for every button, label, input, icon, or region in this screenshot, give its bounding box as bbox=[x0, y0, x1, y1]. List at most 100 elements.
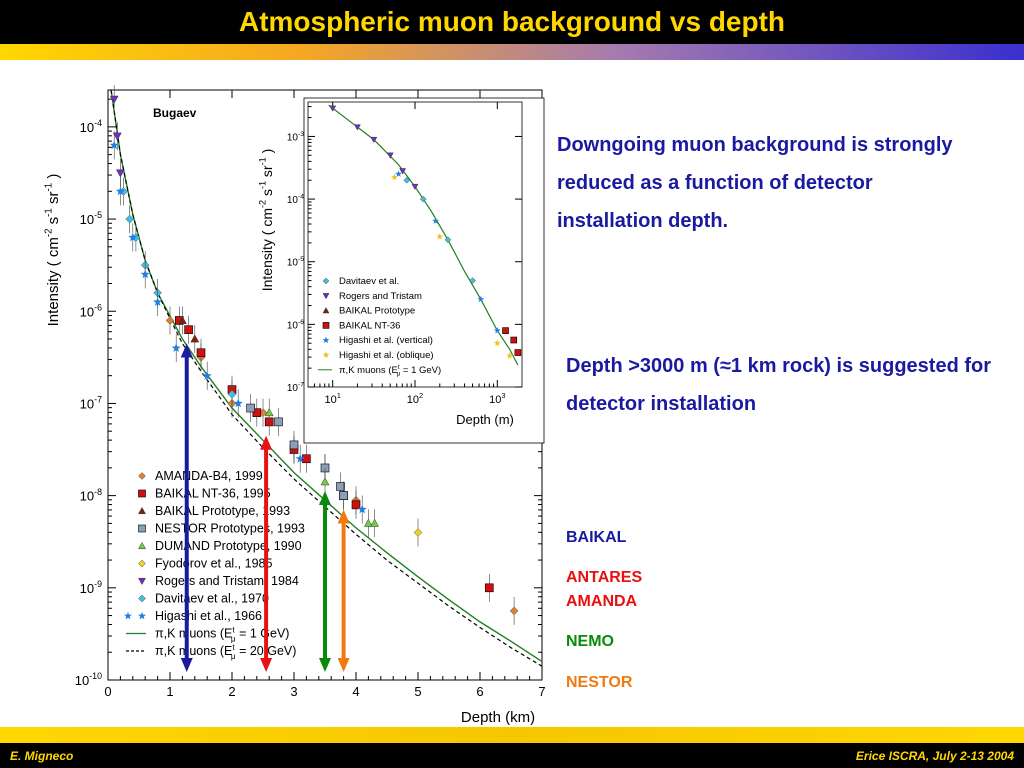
inset-data-point bbox=[469, 277, 476, 284]
experiment-label-nestor: NESTOR bbox=[566, 674, 633, 691]
main-data-point bbox=[171, 343, 181, 352]
main-plot: 0 1 2 3 4 5 6 7 10-4 10-5 10-6 10-7 10-8 10-9 10-10 Dep… bbox=[43, 85, 546, 726]
arrow-head-up bbox=[260, 435, 273, 450]
inset-y-tick-label: 10-4 bbox=[287, 194, 304, 207]
experiment-label-baikal: BAIKAL bbox=[566, 529, 627, 546]
main-data-point bbox=[484, 583, 494, 593]
main-data-point bbox=[320, 477, 330, 486]
antares-amanda-depth-arrow bbox=[260, 435, 273, 672]
inset-data-point bbox=[353, 124, 361, 131]
inset-x-tick-label: 103 bbox=[489, 391, 505, 406]
depth-arrows bbox=[180, 343, 350, 672]
main-data-point bbox=[112, 132, 122, 141]
main-legend-label: BAIKAL NT-36, 1995 bbox=[155, 487, 271, 501]
main-data-point bbox=[370, 518, 380, 527]
main-data-point bbox=[363, 518, 373, 527]
main-legend-swatch bbox=[138, 472, 146, 480]
main-x-tick-label: 7 bbox=[538, 684, 545, 699]
title-bar bbox=[0, 0, 1024, 44]
main-data-point bbox=[295, 453, 305, 463]
inset-legend-label: π,K muons (Et μ = 1 GeV) bbox=[339, 364, 441, 378]
main-legend-label: DUMAND Prototype, 1990 bbox=[155, 539, 302, 553]
main-legend-swatch bbox=[138, 577, 146, 586]
experiment-label-amanda: AMANDA bbox=[566, 593, 638, 610]
inset-legend-label: Higashi et al. (oblique) bbox=[339, 350, 434, 361]
inset-y-axis-label: Intensity ( cm-2 s-1 sr-1 ) bbox=[258, 149, 275, 292]
inset-x-axis-label: Depth (m) bbox=[456, 412, 514, 427]
inset-data-point bbox=[411, 183, 419, 191]
arrow-head-down bbox=[180, 658, 193, 672]
inset-legend-swatch bbox=[322, 293, 330, 300]
inset-legend-label: BAIKAL Prototype bbox=[339, 306, 415, 317]
main-x-axis-label: Depth (km) bbox=[461, 709, 535, 726]
main-data-point bbox=[115, 169, 125, 178]
footer-gradient-stripe bbox=[0, 727, 1024, 743]
main-data-point bbox=[125, 214, 135, 224]
main-data-point bbox=[289, 440, 299, 450]
main-y-axis-label: Intensity ( cm-2 s-1 sr-1 ) bbox=[43, 174, 62, 327]
inset-curve bbox=[328, 104, 519, 366]
main-plot-annotation: Bugaev bbox=[153, 106, 197, 120]
main-data-point bbox=[351, 500, 361, 510]
main-data-point bbox=[177, 315, 187, 324]
main-data-point bbox=[196, 348, 206, 358]
inset-data-point bbox=[510, 336, 518, 344]
inset-legend-swatch bbox=[322, 336, 330, 344]
inset-legend-swatch bbox=[322, 322, 330, 329]
main-data-point bbox=[109, 140, 119, 150]
main-data-point bbox=[274, 417, 283, 427]
inset-data-point bbox=[395, 170, 402, 177]
main-legend-swatch bbox=[138, 541, 146, 550]
inset-data-point bbox=[436, 233, 444, 240]
main-data-point bbox=[302, 454, 311, 464]
main-data-point bbox=[233, 398, 243, 408]
inset-data-point bbox=[386, 152, 394, 159]
inset-legend-swatch bbox=[322, 277, 330, 285]
slide-title: Atmospheric muon background vs depth bbox=[238, 6, 786, 37]
main-y-tick-label: 10-10 bbox=[75, 671, 102, 688]
main-data-point bbox=[190, 334, 200, 343]
arrow-head-up bbox=[319, 491, 331, 506]
inset-data-point bbox=[493, 339, 501, 347]
main-data-point bbox=[339, 491, 348, 500]
inset-data-point bbox=[506, 352, 514, 359]
inset-data-point bbox=[329, 105, 337, 112]
baikal-depth-arrow bbox=[180, 343, 193, 672]
inset-y-tick-label: 10-5 bbox=[287, 256, 304, 269]
main-x-tick-label: 0 bbox=[104, 684, 111, 699]
footer-conference: Erice ISCRA, July 2-13 2004 bbox=[855, 749, 1014, 763]
main-y-tick-label: 10-9 bbox=[80, 579, 102, 596]
experiment-label-antares: ANTARES bbox=[566, 569, 643, 586]
inset-legend-swatch bbox=[322, 307, 330, 314]
main-data-point bbox=[165, 316, 175, 325]
arrow-head-down bbox=[260, 658, 273, 672]
inset-data-point bbox=[502, 327, 509, 334]
inset-legend-swatch bbox=[322, 351, 330, 358]
main-legend-swatch bbox=[138, 559, 146, 568]
background-reduction-text: Downgoing muon background is strongly re… bbox=[557, 134, 953, 232]
inset-data-point bbox=[419, 195, 427, 203]
main-legend-label: NESTOR Prototypes, 1993 bbox=[155, 522, 305, 536]
main-data-point bbox=[184, 325, 193, 334]
main-data-point bbox=[357, 504, 367, 514]
header-gradient-stripe bbox=[0, 44, 1024, 60]
main-data-point bbox=[115, 186, 125, 196]
inset-data-point bbox=[444, 236, 452, 244]
inset-legend-label: Davitaev et al. bbox=[339, 276, 399, 287]
inset-y-tick-label: 10-3 bbox=[287, 131, 304, 144]
main-x-tick-label: 1 bbox=[166, 684, 173, 699]
main-legend-swatch bbox=[138, 506, 146, 515]
main-y-tick-label: 10-6 bbox=[80, 302, 102, 319]
main-legend-swatch bbox=[138, 594, 146, 603]
main-x-tick-label: 4 bbox=[352, 684, 359, 699]
main-data-point bbox=[153, 297, 163, 306]
main-data-point bbox=[252, 408, 262, 417]
inset-data-point bbox=[370, 136, 378, 144]
main-legend-label: π,K muons (Et μ = 20 GeV) bbox=[155, 643, 296, 661]
arrow-head-down bbox=[319, 658, 331, 672]
inset-data-point bbox=[399, 168, 407, 175]
chart-area: 0 1 2 3 4 5 6 7 10-4 10-5 10-6 10-7 10-8 10-9 10-10 Dep… bbox=[43, 85, 546, 726]
inset-data-point bbox=[432, 217, 439, 224]
arrow-head-up bbox=[337, 509, 350, 524]
inset-data-point bbox=[514, 349, 522, 356]
